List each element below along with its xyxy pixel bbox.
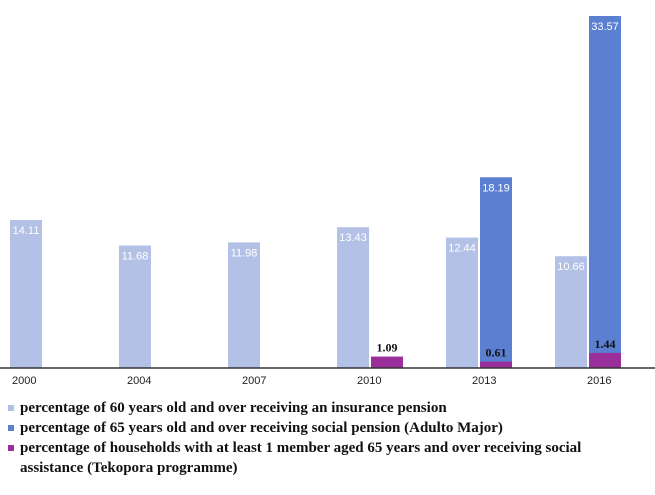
bar: [119, 245, 151, 368]
value-label: 11.68: [122, 251, 149, 263]
legend-label: percentage of households with at least 1…: [20, 440, 582, 476]
value-label: 18.19: [482, 182, 510, 194]
bar: [371, 356, 403, 368]
x-tick-label: 2004: [127, 375, 151, 387]
bar: [480, 361, 512, 368]
legend-label: percentage of 65 years old and over rece…: [20, 420, 503, 436]
value-label: 12.44: [448, 243, 476, 255]
value-label: 1.44: [595, 337, 616, 351]
legend-item: percentage of 60 years old and over rece…: [8, 398, 648, 418]
value-label: 33.57: [591, 21, 619, 33]
bar: [555, 256, 587, 368]
value-label: 0.61: [486, 346, 507, 360]
bar: [10, 220, 42, 368]
bar: [480, 177, 512, 368]
value-label: 11.98: [231, 247, 258, 259]
x-tick-label: 2016: [587, 375, 611, 387]
legend-swatch: [8, 445, 14, 451]
value-label: 10.66: [557, 261, 585, 273]
x-tick-label: 2000: [12, 375, 36, 387]
bar: [337, 227, 369, 368]
legend-swatch: [8, 405, 14, 411]
legend-item: percentage of households with at least 1…: [8, 438, 648, 478]
legend: percentage of 60 years old and over rece…: [8, 398, 648, 478]
value-label: 1.09: [377, 341, 398, 355]
bar: [228, 242, 260, 368]
legend-swatch: [8, 425, 14, 431]
bar: [589, 16, 621, 368]
value-label: 13.43: [339, 232, 367, 244]
x-tick-label: 2013: [472, 375, 496, 387]
chart: 14.11 2000 11.68 2004 11.98 2007 13.43 1.09 2010…: [0, 16, 655, 387]
x-tick-label: 2007: [242, 375, 266, 387]
x-tick-label: 2010: [357, 375, 381, 387]
bar: [446, 237, 478, 368]
legend-label: percentage of 60 years old and over rece…: [20, 400, 447, 416]
value-label: 14.11: [13, 225, 40, 237]
bar: [589, 352, 621, 368]
legend-item: percentage of 65 years old and over rece…: [8, 418, 648, 438]
